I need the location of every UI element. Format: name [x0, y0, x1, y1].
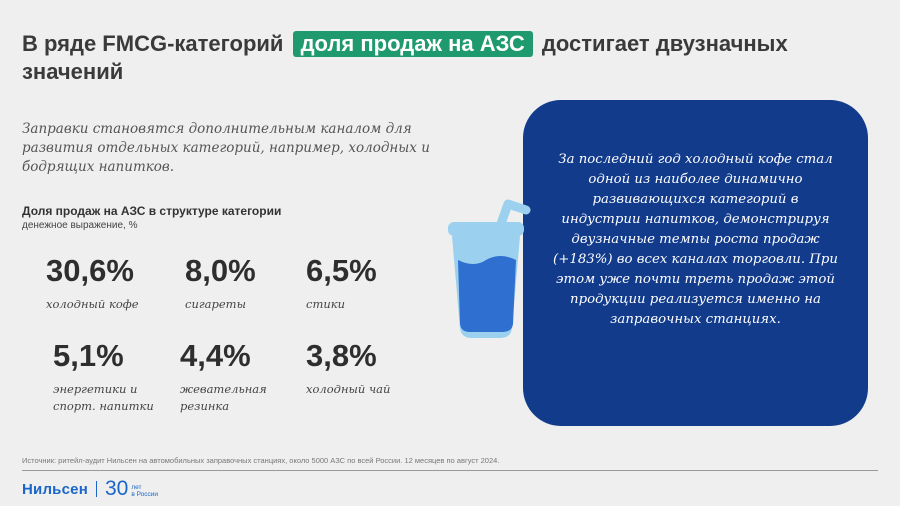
stat-label: холодный кофе	[46, 297, 139, 311]
stat-label: энергетики и спорт. напитки	[53, 382, 154, 413]
anniversary-number: 30	[104, 477, 129, 500]
stat-value: 6,5%	[306, 253, 377, 288]
stat-energy-drinks: 5,1% энергетики и спорт. напитки	[53, 339, 158, 415]
title-text-after: достигает двузначных значений	[22, 31, 788, 84]
stat-value: 8,0%	[185, 253, 256, 288]
stat-label: стики	[306, 297, 346, 311]
page-title: В ряде FMCG-категорий доля продаж на АЗС…	[22, 30, 842, 86]
drink-cup-icon	[448, 199, 531, 338]
title-text-before: В ряде FMCG-категорий	[22, 31, 284, 56]
anniversary-line1: лет	[131, 484, 142, 491]
anniversary-line2: в России	[131, 491, 158, 498]
stat-value: 3,8%	[306, 338, 377, 373]
anniversary-caption: лет в России	[131, 484, 158, 498]
stat-sticks: 6,5% стики	[306, 254, 446, 313]
info-panel: За последний год холодный кофе стал одно…	[523, 100, 868, 426]
stat-cigarettes: 8,0% сигареты	[185, 254, 325, 313]
section-subtitle: денежное выражение, %	[22, 220, 138, 231]
info-panel-text: За последний год холодный кофе стал одно…	[553, 152, 838, 327]
stat-cold-coffee: 30,6% холодный кофе	[46, 254, 186, 313]
footer-divider	[22, 470, 878, 471]
stat-label: холодный чай	[306, 382, 391, 396]
stat-value: 4,4%	[180, 338, 251, 373]
stat-label: жевательная резинка	[180, 382, 267, 413]
logo-separator	[95, 481, 97, 497]
source-note: Источник: ритейл-аудит Нильсен на автомо…	[22, 456, 500, 465]
brand-name: Нильсен	[22, 480, 88, 498]
stat-label: сигареты	[185, 297, 246, 311]
stat-value: 30,6%	[46, 253, 134, 288]
title-highlight: доля продаж на АЗС	[292, 31, 533, 57]
footer-logo: Нильсен 30 лет в России	[22, 478, 158, 500]
stat-cold-tea: 3,8% холодный чай	[306, 339, 446, 398]
intro-text: Заправки становятся дополнительным канал…	[22, 121, 430, 175]
stat-chewing-gum: 4,4% жевательная резинка	[180, 339, 280, 415]
stat-value: 5,1%	[53, 338, 124, 373]
section-title: Доля продаж на АЗС в структуре категории	[22, 204, 282, 218]
